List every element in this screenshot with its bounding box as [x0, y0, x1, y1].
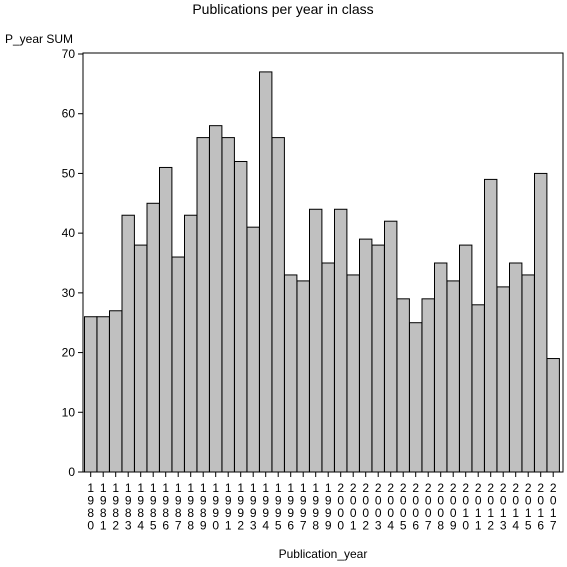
y-axis: 0 10 20 30 40 50 60 70 — [62, 47, 83, 479]
bar-2007 — [421, 298, 435, 473]
bar-1992 — [234, 160, 248, 473]
bar-2012 — [484, 178, 498, 473]
bar-1999 — [321, 262, 335, 473]
bar-2011 — [471, 304, 485, 473]
bar-1996 — [284, 274, 298, 473]
bar-1994 — [259, 71, 273, 473]
bar-1981 — [96, 316, 110, 473]
bar-2009 — [446, 280, 460, 473]
bar-1986 — [159, 166, 173, 473]
y-tick-label-20: 20 — [62, 346, 76, 360]
bar-2015 — [521, 274, 535, 473]
bar-2002 — [359, 238, 373, 473]
x-axis: 1 9 8 0 1 9 8 1 1 9 8 2 1 9 8 3 1 9 8 4 1 9 8 5 1 9 8 6 1 9 8 7 1 9 8 8 1 9 8 9… — [87, 472, 557, 533]
bar-1980 — [84, 316, 98, 473]
y-tick-label-0: 0 — [68, 465, 75, 479]
bar-1988 — [184, 214, 198, 473]
bar-1987 — [171, 256, 185, 473]
bar-2005 — [396, 298, 410, 473]
y-tick-label-30: 30 — [62, 286, 76, 300]
bar-1998 — [309, 208, 323, 473]
y-tick-label-10: 10 — [62, 405, 76, 419]
bars-group — [84, 71, 560, 473]
bar-1995 — [271, 137, 285, 473]
bar-2006 — [409, 322, 423, 473]
bar-2001 — [346, 274, 360, 473]
bar-1985 — [146, 202, 160, 473]
bar-2000 — [334, 208, 348, 473]
bar-2016 — [534, 172, 548, 473]
bar-1982 — [109, 310, 123, 473]
bar-2008 — [434, 262, 448, 473]
y-axis-label: P_year SUM — [5, 32, 73, 46]
bar-1993 — [246, 226, 260, 473]
bar-1990 — [209, 125, 223, 473]
bar-1991 — [221, 137, 235, 473]
bar-2010 — [459, 244, 473, 473]
bar-1983 — [121, 214, 135, 473]
chart-title: Publications per year in class — [192, 1, 373, 17]
bar-1984 — [134, 244, 148, 473]
y-tick-label-40: 40 — [62, 226, 76, 240]
y-tick-label-70: 70 — [62, 47, 76, 61]
bar-2003 — [371, 244, 385, 473]
plot-frame — [82, 52, 564, 473]
bar-2014 — [509, 262, 523, 473]
x-axis-label: Publication_year — [279, 547, 368, 561]
bar-1997 — [296, 280, 310, 473]
bar-2004 — [384, 220, 398, 473]
bar-2017 — [546, 358, 560, 473]
bar-2013 — [496, 286, 510, 473]
y-tick-label-50: 50 — [62, 166, 76, 180]
y-tick-label-60: 60 — [62, 107, 76, 121]
bar-1989 — [196, 137, 210, 473]
